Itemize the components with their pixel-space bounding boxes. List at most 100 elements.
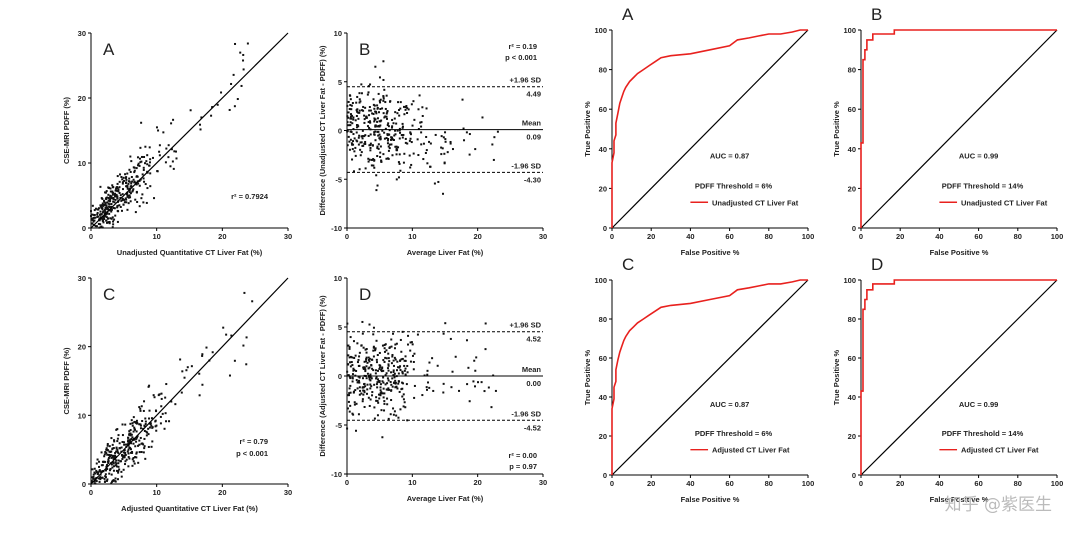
x-tick-label: 20 bbox=[473, 478, 481, 487]
scatter-point bbox=[116, 175, 119, 178]
scatter-point bbox=[125, 198, 128, 201]
scatter-point bbox=[400, 350, 403, 353]
scatter-point bbox=[375, 375, 378, 378]
scatter-point bbox=[352, 133, 355, 136]
scatter-point bbox=[474, 148, 477, 151]
scatter-point bbox=[386, 397, 389, 400]
scatter-point bbox=[401, 126, 404, 129]
scatter-point bbox=[368, 404, 371, 407]
scatter-point bbox=[125, 178, 128, 181]
scatter-point bbox=[467, 366, 470, 369]
scatter-point bbox=[398, 162, 401, 165]
scatter-point bbox=[151, 426, 154, 429]
scatter-point bbox=[105, 204, 108, 207]
scatter-point bbox=[105, 452, 108, 455]
scatter-point bbox=[103, 203, 106, 206]
scatter-point bbox=[381, 380, 384, 383]
scatter-point bbox=[382, 381, 385, 384]
scatter-point bbox=[117, 470, 120, 473]
scatter-point bbox=[376, 117, 379, 120]
stat-line-2: p < 0.001 bbox=[236, 449, 268, 458]
scatter-point bbox=[104, 211, 107, 214]
scatter-point bbox=[97, 477, 100, 480]
scatter-point bbox=[360, 392, 363, 395]
scatter-point bbox=[163, 427, 166, 430]
y-tick-label: 5 bbox=[338, 78, 342, 87]
scatter-point bbox=[180, 391, 183, 394]
scatter-point bbox=[242, 344, 245, 347]
scatter-point bbox=[397, 101, 400, 104]
scatter-point bbox=[104, 202, 107, 205]
x-tick-label: 60 bbox=[725, 479, 733, 488]
scatter-point bbox=[368, 120, 371, 123]
stat-line-1: r² = 0.79 bbox=[239, 437, 268, 446]
scatter-point bbox=[385, 157, 388, 160]
scatter-point bbox=[398, 127, 401, 130]
scatter-point bbox=[374, 65, 377, 68]
scatter-point bbox=[410, 103, 413, 106]
scatter-point bbox=[101, 197, 104, 200]
scatter-point bbox=[442, 332, 445, 335]
y-tick-label: -10 bbox=[331, 470, 342, 479]
scatter-point bbox=[351, 377, 354, 380]
scatter-point bbox=[406, 142, 409, 145]
scatter-point bbox=[368, 323, 371, 326]
y-tick-label: 80 bbox=[848, 66, 856, 75]
scatter-point bbox=[99, 223, 102, 226]
fit-line bbox=[90, 277, 289, 485]
x-tick-label: 80 bbox=[1014, 479, 1022, 488]
scatter-point bbox=[394, 343, 397, 346]
x-tick-label: 100 bbox=[802, 479, 815, 488]
chart-panel-D-scatter: 0 10 20 30 -10 -5 0 5 10 Average Liver Fat (%) Dif… bbox=[318, 274, 547, 503]
scatter-point bbox=[101, 226, 104, 229]
scatter-point bbox=[412, 100, 415, 103]
reference-value: -4.30 bbox=[524, 175, 541, 184]
scatter-point bbox=[382, 396, 385, 399]
scatter-point bbox=[428, 386, 431, 389]
scatter-point bbox=[115, 189, 118, 192]
scatter-point bbox=[100, 470, 103, 473]
y-axis-label: CSE-MRI PDFF (%) bbox=[62, 347, 71, 415]
scatter-point bbox=[150, 424, 153, 427]
scatter-point bbox=[135, 183, 138, 186]
scatter-point bbox=[375, 361, 378, 364]
scatter-point bbox=[135, 451, 138, 454]
scatter-point bbox=[402, 405, 405, 408]
scatter-point bbox=[365, 360, 368, 363]
scatter-point bbox=[378, 99, 381, 102]
scatter-point bbox=[385, 112, 388, 115]
scatter-point bbox=[402, 161, 405, 164]
scatter-point bbox=[375, 396, 378, 399]
scatter-point bbox=[395, 414, 398, 417]
scatter-point bbox=[130, 438, 133, 441]
scatter-point bbox=[144, 417, 147, 420]
scatter-point bbox=[372, 164, 375, 167]
scatter-point bbox=[346, 370, 349, 373]
scatter-point bbox=[364, 368, 367, 371]
scatter-point bbox=[349, 121, 352, 124]
panel-letter: C bbox=[622, 255, 634, 274]
scatter-point bbox=[108, 206, 111, 209]
scatter-point bbox=[132, 416, 135, 419]
scatter-point bbox=[386, 124, 389, 127]
scatter-point bbox=[200, 116, 203, 119]
scatter-point bbox=[375, 383, 378, 386]
scatter-point bbox=[484, 322, 487, 325]
scatter-point bbox=[446, 151, 449, 154]
scatter-point bbox=[356, 361, 359, 364]
scatter-point bbox=[93, 219, 96, 222]
x-tick-label: 0 bbox=[859, 232, 863, 241]
x-tick-label: 20 bbox=[473, 232, 481, 241]
reference-value: 4.49 bbox=[526, 90, 541, 99]
x-tick-label: 20 bbox=[896, 232, 904, 241]
scatter-point bbox=[139, 409, 142, 412]
scatter-point bbox=[363, 382, 366, 385]
scatter-point bbox=[105, 207, 108, 210]
scatter-point bbox=[123, 441, 126, 444]
scatter-point bbox=[399, 131, 402, 134]
x-tick-label: 0 bbox=[610, 479, 614, 488]
scatter-point bbox=[142, 168, 145, 171]
scatter-point bbox=[93, 471, 96, 474]
scatter-point bbox=[133, 426, 136, 429]
scatter-point bbox=[106, 196, 109, 199]
